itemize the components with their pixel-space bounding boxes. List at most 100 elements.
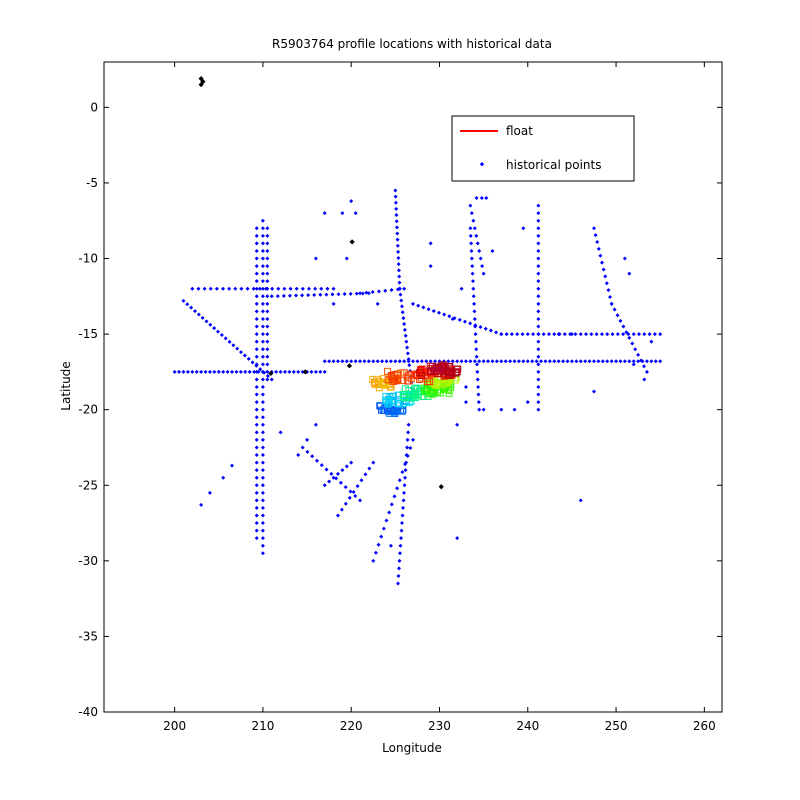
- historical-point: [459, 359, 464, 364]
- historical-point: [631, 332, 636, 337]
- historical-point: [404, 339, 409, 344]
- historical-point: [591, 226, 596, 231]
- historical-point: [474, 196, 479, 201]
- historical-point: [331, 301, 336, 306]
- historical-point: [181, 298, 186, 303]
- historical-point: [469, 241, 474, 246]
- float-profile-point: [426, 390, 434, 398]
- historical-point: [329, 471, 334, 476]
- historical-point: [260, 385, 265, 389]
- historical-point: [254, 385, 259, 389]
- historical-point: [644, 369, 649, 374]
- historical-point: [221, 369, 226, 374]
- historical-point: [254, 536, 259, 541]
- historical-point: [468, 321, 473, 326]
- x-tick-label: 260: [693, 719, 716, 733]
- plot-frame: [103, 61, 723, 713]
- historical-point: [536, 347, 541, 352]
- historical-point: [338, 480, 343, 485]
- historical-point: [305, 449, 310, 454]
- historical-point: [260, 528, 265, 533]
- historical-point: [395, 243, 400, 248]
- historical-point: [309, 369, 314, 374]
- historical-point: [260, 339, 265, 344]
- historical-point: [595, 240, 600, 245]
- historical-point: [300, 286, 305, 291]
- black-marker: [349, 239, 355, 245]
- historical-point: [265, 369, 270, 374]
- historical-point: [396, 573, 401, 578]
- historical-point: [446, 359, 451, 364]
- historical-point: [642, 364, 647, 369]
- historical-point: [318, 369, 323, 374]
- historical-point: [288, 286, 293, 291]
- historical-point: [475, 377, 480, 382]
- float-profile-point: [441, 377, 449, 385]
- historical-point: [260, 362, 265, 367]
- historical-point: [402, 322, 407, 327]
- historical-point: [254, 422, 259, 427]
- historical-point: [260, 475, 265, 480]
- historical-point: [636, 352, 641, 357]
- historical-point: [402, 483, 407, 488]
- historical-point: [216, 329, 221, 334]
- y-tick-label: -5: [86, 176, 98, 190]
- historical-point: [462, 319, 467, 324]
- historical-point: [463, 359, 468, 364]
- x-tick-label: 250: [605, 719, 628, 733]
- historical-point: [322, 369, 327, 374]
- historical-point: [196, 312, 201, 317]
- historical-point: [547, 359, 552, 364]
- historical-point: [536, 407, 541, 412]
- historical-point: [254, 286, 259, 291]
- historical-point: [260, 400, 265, 405]
- historical-point: [260, 415, 265, 420]
- historical-point: [584, 332, 589, 337]
- historical-point: [260, 513, 265, 518]
- float-profile-point: [414, 391, 422, 399]
- historical-point: [291, 369, 296, 374]
- historical-point: [543, 359, 548, 364]
- historical-point: [231, 343, 236, 348]
- historical-point: [260, 483, 265, 488]
- historical-point: [647, 332, 652, 337]
- historical-point: [463, 400, 468, 405]
- historical-point: [406, 430, 411, 435]
- historical-point: [536, 377, 541, 382]
- historical-point: [431, 308, 436, 313]
- historical-point: [477, 248, 482, 253]
- historical-point: [649, 359, 654, 364]
- historical-point: [312, 292, 317, 297]
- historical-point: [319, 463, 324, 468]
- historical-point: [313, 256, 318, 261]
- historical-point: [347, 495, 352, 500]
- historical-point: [260, 521, 265, 526]
- historical-point: [396, 268, 401, 273]
- historical-point: [406, 422, 411, 427]
- black-marker: [268, 370, 274, 376]
- historical-point: [403, 333, 408, 338]
- historical-point: [536, 211, 541, 216]
- historical-point: [525, 332, 530, 337]
- x-tick-label: 230: [428, 719, 451, 733]
- historical-point: [615, 313, 620, 318]
- historical-point: [207, 490, 212, 495]
- historical-point: [490, 248, 495, 253]
- historical-point: [402, 490, 407, 495]
- historical-point: [322, 359, 327, 364]
- y-tick-label: -35: [78, 629, 98, 643]
- historical-point: [556, 332, 561, 337]
- historical-point: [254, 241, 259, 246]
- historical-point: [472, 226, 477, 231]
- float-profile-point: [427, 367, 435, 375]
- historical-point: [494, 359, 499, 364]
- historical-point: [396, 256, 401, 261]
- historical-point: [380, 359, 385, 364]
- historical-point: [476, 392, 481, 397]
- historical-point: [536, 354, 541, 359]
- float-profile-point: [436, 365, 444, 373]
- historical-point: [265, 279, 270, 284]
- x-tick-label: 220: [340, 719, 363, 733]
- historical-point: [254, 363, 259, 368]
- historical-point: [403, 475, 408, 480]
